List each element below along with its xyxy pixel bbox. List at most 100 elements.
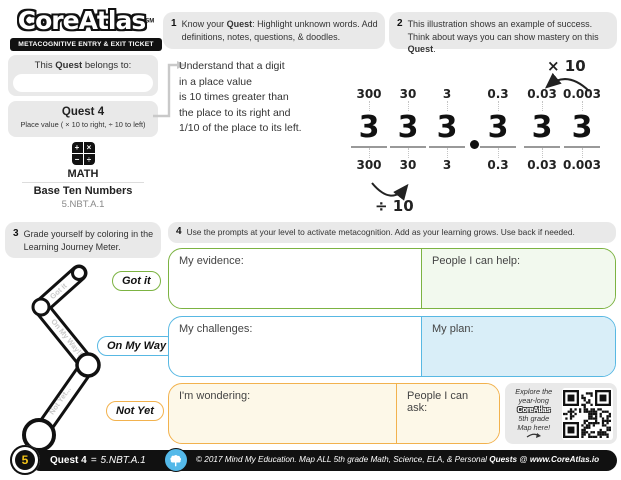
footer-standard: 5.NBT.A.1 xyxy=(100,455,146,466)
pv-top-label: 0.3 xyxy=(487,87,509,101)
footer-equals: = xyxy=(90,455,97,466)
step-3-box: 3 Grade yourself by coloring in the Lear… xyxy=(5,222,161,258)
quest-owner-label: This Quest belongs to: xyxy=(34,60,132,71)
pv-column: 30 3 30 xyxy=(386,87,430,172)
subject-name: MATH xyxy=(67,168,99,180)
qr-panel: Explore the year-long CoreAtlas 5th grad… xyxy=(505,383,617,444)
qr-caption-line: Map here! xyxy=(517,422,551,432)
step-number: 4 xyxy=(176,226,182,237)
plan-label: My plan: xyxy=(432,323,474,335)
dotted-line xyxy=(407,101,409,111)
ask-label: People I can ask: xyxy=(407,390,469,414)
dotted-line xyxy=(541,101,543,111)
learning-journey-meter[interactable]: Got it On My Way!! Not Yet... xyxy=(0,250,170,462)
wondering-field[interactable]: I'm wondering: xyxy=(169,384,396,443)
step-4-box: 4 Use the prompts at your level to activ… xyxy=(168,222,616,243)
dotted-line xyxy=(368,101,370,111)
subject-block: + × − ÷ MATH Base Ten Numbers 5.NBT.A.1 xyxy=(8,142,158,210)
divide-ten-label: ÷ 10 xyxy=(375,197,414,215)
challenges-label: My challenges: xyxy=(179,323,253,335)
dotted-line xyxy=(407,148,409,158)
plus-glyph: + xyxy=(71,142,83,153)
brand-logo-text: CoreAtlas xyxy=(17,6,146,35)
help-field[interactable]: People I can help: xyxy=(421,249,615,308)
step-text: Use the prompts at your level to activat… xyxy=(186,227,575,237)
subject-standard-code: 5.NBT.A.1 xyxy=(61,199,105,210)
pv-digit: 3 xyxy=(389,111,427,148)
pv-column: 3 3 3 xyxy=(425,87,469,172)
dotted-line xyxy=(541,148,543,158)
subject-topic: Base Ten Numbers xyxy=(22,182,144,197)
footer-quest-label: Quest 4 xyxy=(50,455,87,466)
curved-arrow-icon xyxy=(526,432,541,438)
evidence-field[interactable]: My evidence: xyxy=(169,249,421,308)
prompts-got-it-box: My evidence: People I can help: xyxy=(168,248,616,309)
ask-field[interactable]: People I can ask: xyxy=(396,384,499,443)
pv-bottom-label: 0.3 xyxy=(487,158,509,172)
divide-glyph: ÷ xyxy=(83,154,95,165)
pv-column: 0.003 3 0.003 xyxy=(560,87,604,172)
divide-ten-arrow-icon xyxy=(371,182,409,201)
step-number: 2 xyxy=(397,18,403,29)
evidence-label: My evidence: xyxy=(179,255,244,267)
decimal-point xyxy=(470,140,479,149)
place-value-diagram: × 10 ÷ 10 300 3 300 30 3 30 3 3 3 0.3 3 xyxy=(295,57,621,215)
qr-code-frame xyxy=(561,387,613,440)
goal-line: is 10 times greater than xyxy=(179,91,289,103)
step-number: 1 xyxy=(171,18,177,29)
times-ten-arrow-icon xyxy=(544,72,590,92)
goal-line: 1/10 of the place to its left. xyxy=(179,122,302,134)
quest-title-box: Quest 4 Place value ( × 10 to right, ÷ 1… xyxy=(8,101,158,137)
footer-site: www.CoreAtlas.io xyxy=(529,455,600,464)
quest-subtitle: Place value ( × 10 to right, ÷ 10 to lef… xyxy=(20,120,146,129)
dotted-line xyxy=(446,148,448,158)
prompts-on-my-way-box: My challenges: My plan: xyxy=(168,316,616,377)
wondering-label: I'm wondering: xyxy=(179,390,251,402)
pv-bottom-label: 0.003 xyxy=(563,158,601,172)
footer-map-text: © 2017 Mind My Education. Map ALL 5th gr… xyxy=(196,455,600,464)
pill-got-it: Got it xyxy=(112,271,161,291)
pv-bottom-label: 300 xyxy=(356,158,382,172)
brand-trademark: SM xyxy=(145,18,155,25)
pv-top-label: 0.03 xyxy=(527,87,557,101)
step-2-box: 2 This illustration shows an example of … xyxy=(389,12,617,54)
qr-caption-line: year-long xyxy=(518,395,549,405)
step-text: This illustration shows an example of su… xyxy=(407,19,599,54)
quest-owner-box: This Quest belongs to: xyxy=(8,55,158,96)
pill-not-yet: Not Yet xyxy=(106,401,164,421)
dotted-line xyxy=(581,148,583,158)
quest-goal-text: Understand that a digit in a place value… xyxy=(179,59,319,137)
goal-connector-arrow xyxy=(153,61,186,118)
brand-logo: CoreAtlasSM METACOGNITIVE ENTRY & EXIT T… xyxy=(10,6,162,51)
pv-digit: 3 xyxy=(350,111,388,148)
help-label: People I can help: xyxy=(432,255,521,267)
pill-on-my-way: On My Way xyxy=(97,336,177,356)
pv-column: 0.3 3 0.3 xyxy=(476,87,520,172)
dotted-line xyxy=(446,101,448,111)
prompts-not-yet-box: I'm wondering: People I can ask: xyxy=(168,383,500,444)
times-glyph: × xyxy=(83,142,95,153)
quest-title: Quest 4 xyxy=(61,106,105,118)
step-text: Know your Quest: Highlight unknown words… xyxy=(181,19,378,42)
pv-bottom-label: 0.03 xyxy=(527,158,557,172)
plan-field[interactable]: My plan: xyxy=(421,317,615,376)
quest-owner-input[interactable] xyxy=(13,74,153,92)
qr-caption-line: Explore the xyxy=(515,386,553,396)
pv-top-label: 30 xyxy=(399,87,417,101)
dotted-line xyxy=(368,148,370,158)
pv-column: 300 3 300 xyxy=(347,87,391,172)
grade-badge: 5 xyxy=(10,445,40,475)
times-ten-label: × 10 xyxy=(547,57,586,75)
pv-digit: 3 xyxy=(428,111,466,148)
brain-icon xyxy=(164,448,188,472)
goal-line: the place to its right and xyxy=(179,106,291,119)
challenges-field[interactable]: My challenges: xyxy=(169,317,421,376)
grade-badge-number: 5 xyxy=(21,453,29,467)
pv-digit: 3 xyxy=(523,111,561,148)
math-operations-icon: + × − ÷ xyxy=(71,142,95,165)
pv-bottom-label: 3 xyxy=(442,158,452,172)
pv-digit: 3 xyxy=(479,111,517,148)
qr-code xyxy=(563,389,612,438)
dotted-line xyxy=(581,101,583,111)
